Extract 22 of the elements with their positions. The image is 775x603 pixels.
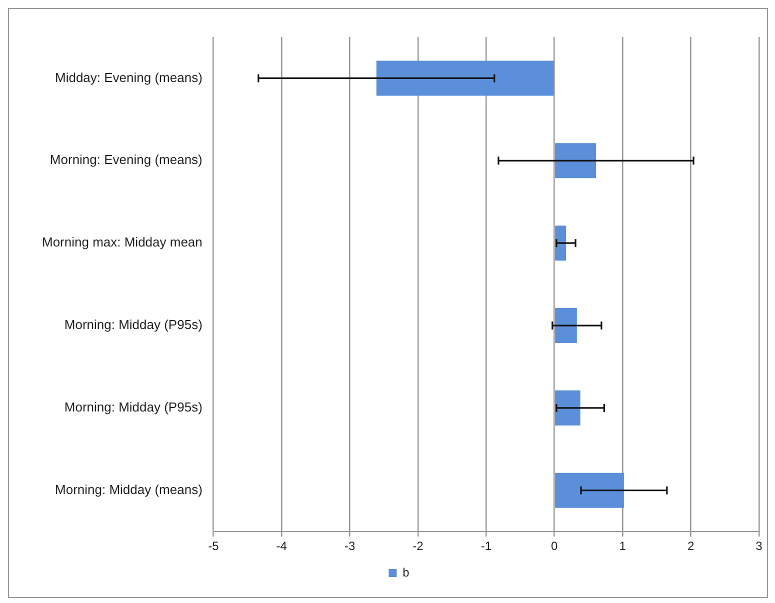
bar bbox=[555, 390, 580, 426]
y-tick-label: Midday: Evening (means) bbox=[54, 70, 202, 85]
x-tick-label: 3 bbox=[756, 539, 763, 554]
legend-label: b bbox=[402, 565, 410, 580]
bar bbox=[555, 143, 596, 178]
x-tick-label: 0 bbox=[551, 539, 558, 554]
x-tick-label: -3 bbox=[344, 539, 356, 554]
x-tick-label: 1 bbox=[619, 539, 626, 554]
bar bbox=[376, 60, 554, 96]
bar bbox=[555, 226, 566, 261]
x-tick-label: -1 bbox=[480, 539, 492, 554]
y-tick-label: Morning: Midday (means) bbox=[55, 482, 202, 497]
bar bbox=[555, 308, 577, 344]
x-tick-label: -2 bbox=[412, 539, 424, 554]
y-tick-label: Morning: Midday (P95s) bbox=[64, 400, 202, 415]
y-tick-label: Morning: Evening (means) bbox=[50, 152, 202, 168]
x-tick-label: -4 bbox=[276, 539, 288, 554]
x-tick-label: 2 bbox=[687, 539, 694, 554]
y-tick-label: Morning: Midday (P95s) bbox=[64, 317, 202, 332]
bar bbox=[555, 472, 624, 508]
y-tick-label: Morning max: Midday mean bbox=[42, 234, 202, 250]
x-tick-label: -5 bbox=[208, 539, 220, 554]
